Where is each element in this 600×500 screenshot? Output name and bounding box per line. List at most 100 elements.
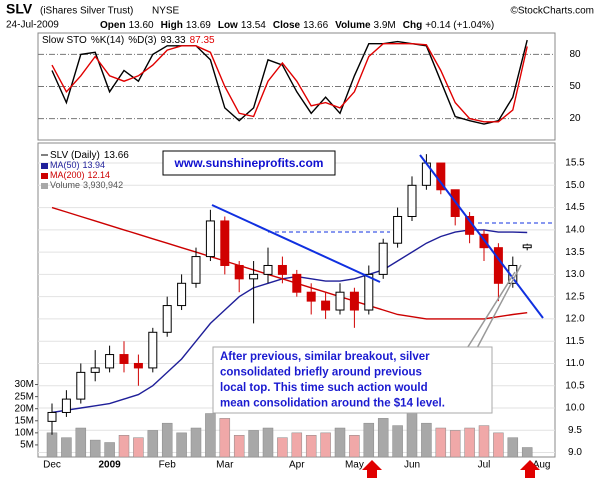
series-line <box>51 43 528 123</box>
volume-bar <box>89 439 101 458</box>
candle-body <box>105 354 115 369</box>
candle-body <box>191 256 201 284</box>
stat-value: 13.66 <box>303 20 328 31</box>
y-tick-label: 12.0 <box>565 314 585 325</box>
volume-bar <box>392 425 403 458</box>
note-line: consolidated briefly around previous <box>220 367 422 379</box>
y2-tick-label: 15M <box>15 415 34 426</box>
legend: Slow STO %K(14) %D(3) 93.33 87.35 <box>42 35 215 46</box>
stats: Open 13.60 High 13.69 Low 13.54 Close 13.66 Volu… <box>100 20 494 31</box>
candle-body <box>378 242 388 275</box>
volume-bar <box>205 413 216 458</box>
y-tick-label: 12.5 <box>565 291 585 302</box>
stat-label: Open <box>100 20 126 31</box>
legend: Volume 3,930,942 <box>50 180 123 190</box>
y-tick-label: 15.0 <box>565 180 585 191</box>
series-line <box>51 229 528 414</box>
candle-body <box>349 291 359 311</box>
y2-tick-label: 20M <box>15 403 34 414</box>
candle-body <box>249 273 259 280</box>
x-tick-label: Dec <box>43 460 61 471</box>
candle-body <box>263 264 273 275</box>
candle-body <box>335 291 345 311</box>
arrow-marker <box>520 460 540 478</box>
note-box <box>212 346 493 414</box>
legend-value: 87.35 <box>190 35 215 46</box>
copyright: ©StockCharts.com <box>510 6 594 17</box>
candle-body <box>133 362 143 369</box>
volume-bar <box>305 435 317 458</box>
candle-body <box>148 331 158 369</box>
legend-key <box>41 183 48 189</box>
stat-value: 3.9M <box>374 20 396 31</box>
candle-body <box>277 264 287 275</box>
legend-value: 13.66 <box>104 150 129 161</box>
candle-body <box>76 371 86 400</box>
note-line: After previous, similar breakout, silver <box>220 351 430 363</box>
volume-bar <box>118 435 130 458</box>
candle-body <box>364 273 374 311</box>
volume-bar <box>104 442 115 458</box>
y2-tick-label: 30M <box>15 379 34 390</box>
stat-label: Low <box>218 20 238 31</box>
legend-key <box>41 173 48 179</box>
volume-bar <box>421 422 432 458</box>
volume-bar <box>46 432 58 458</box>
trendline <box>419 154 544 319</box>
stat-value: 13.69 <box>186 20 211 31</box>
legend-name: MA(200) <box>50 170 85 180</box>
y-tick-label: 20 <box>569 113 581 124</box>
volume-bar <box>478 425 490 458</box>
y-tick-label: 80 <box>569 49 581 60</box>
legend-key <box>41 163 48 169</box>
legend-name: %K(14) <box>91 35 124 46</box>
volume-bar <box>334 427 346 458</box>
volume-bar <box>75 427 87 458</box>
x-tick-label: 2009 <box>98 460 121 471</box>
note: After previous, similar breakout, silver… <box>220 351 445 410</box>
series-line <box>51 206 528 320</box>
y-tick-label: 10.5 <box>565 380 585 391</box>
pointer <box>475 264 522 351</box>
y-tick-label: 9.5 <box>568 425 582 436</box>
volume-bar <box>262 427 274 458</box>
candle-body <box>61 398 71 413</box>
candle-body <box>177 282 187 307</box>
volume-bar <box>406 408 418 458</box>
stat-value: 13.54 <box>241 20 266 31</box>
y2-tick-label: 10M <box>15 427 34 438</box>
trendlines <box>211 154 555 478</box>
y-tick-label: 13.0 <box>565 269 585 280</box>
y-tick-label: 10.0 <box>565 403 585 414</box>
volume-bar <box>233 435 245 458</box>
volume-bar <box>277 437 288 458</box>
y2-tick-label: 5M <box>20 440 34 451</box>
candle-body <box>234 264 244 280</box>
volume-bar <box>248 430 259 458</box>
volume-bar <box>133 437 144 458</box>
x-tick-label: Jun <box>404 460 420 471</box>
legend: MA(50) 13.94 <box>50 160 105 170</box>
x-tick-label: May <box>345 460 364 471</box>
arrow-marker <box>362 460 382 478</box>
volume-bar <box>176 432 187 458</box>
x-tick-label: Aug <box>533 460 551 471</box>
y-tick-label: 9.0 <box>568 447 582 458</box>
date: 24-Jul-2009 <box>6 20 59 31</box>
y-tick-label: 15.5 <box>565 158 585 169</box>
volume-bar <box>161 422 173 458</box>
candle-body <box>220 220 230 266</box>
volume-bar <box>449 430 461 458</box>
volume-bar <box>349 435 360 458</box>
y-tick-label: 14.5 <box>565 202 585 213</box>
y-tick-label: 50 <box>569 81 581 92</box>
volume-bar <box>61 437 72 458</box>
x-tick-label: Feb <box>159 460 177 471</box>
security-name: (iShares Silver Trust) <box>40 6 133 17</box>
stat-label: Volume <box>335 20 371 31</box>
candle-body <box>119 354 129 364</box>
volume-bar <box>521 447 533 458</box>
stat-label: Chg <box>403 20 422 31</box>
volume-bar <box>435 427 447 458</box>
